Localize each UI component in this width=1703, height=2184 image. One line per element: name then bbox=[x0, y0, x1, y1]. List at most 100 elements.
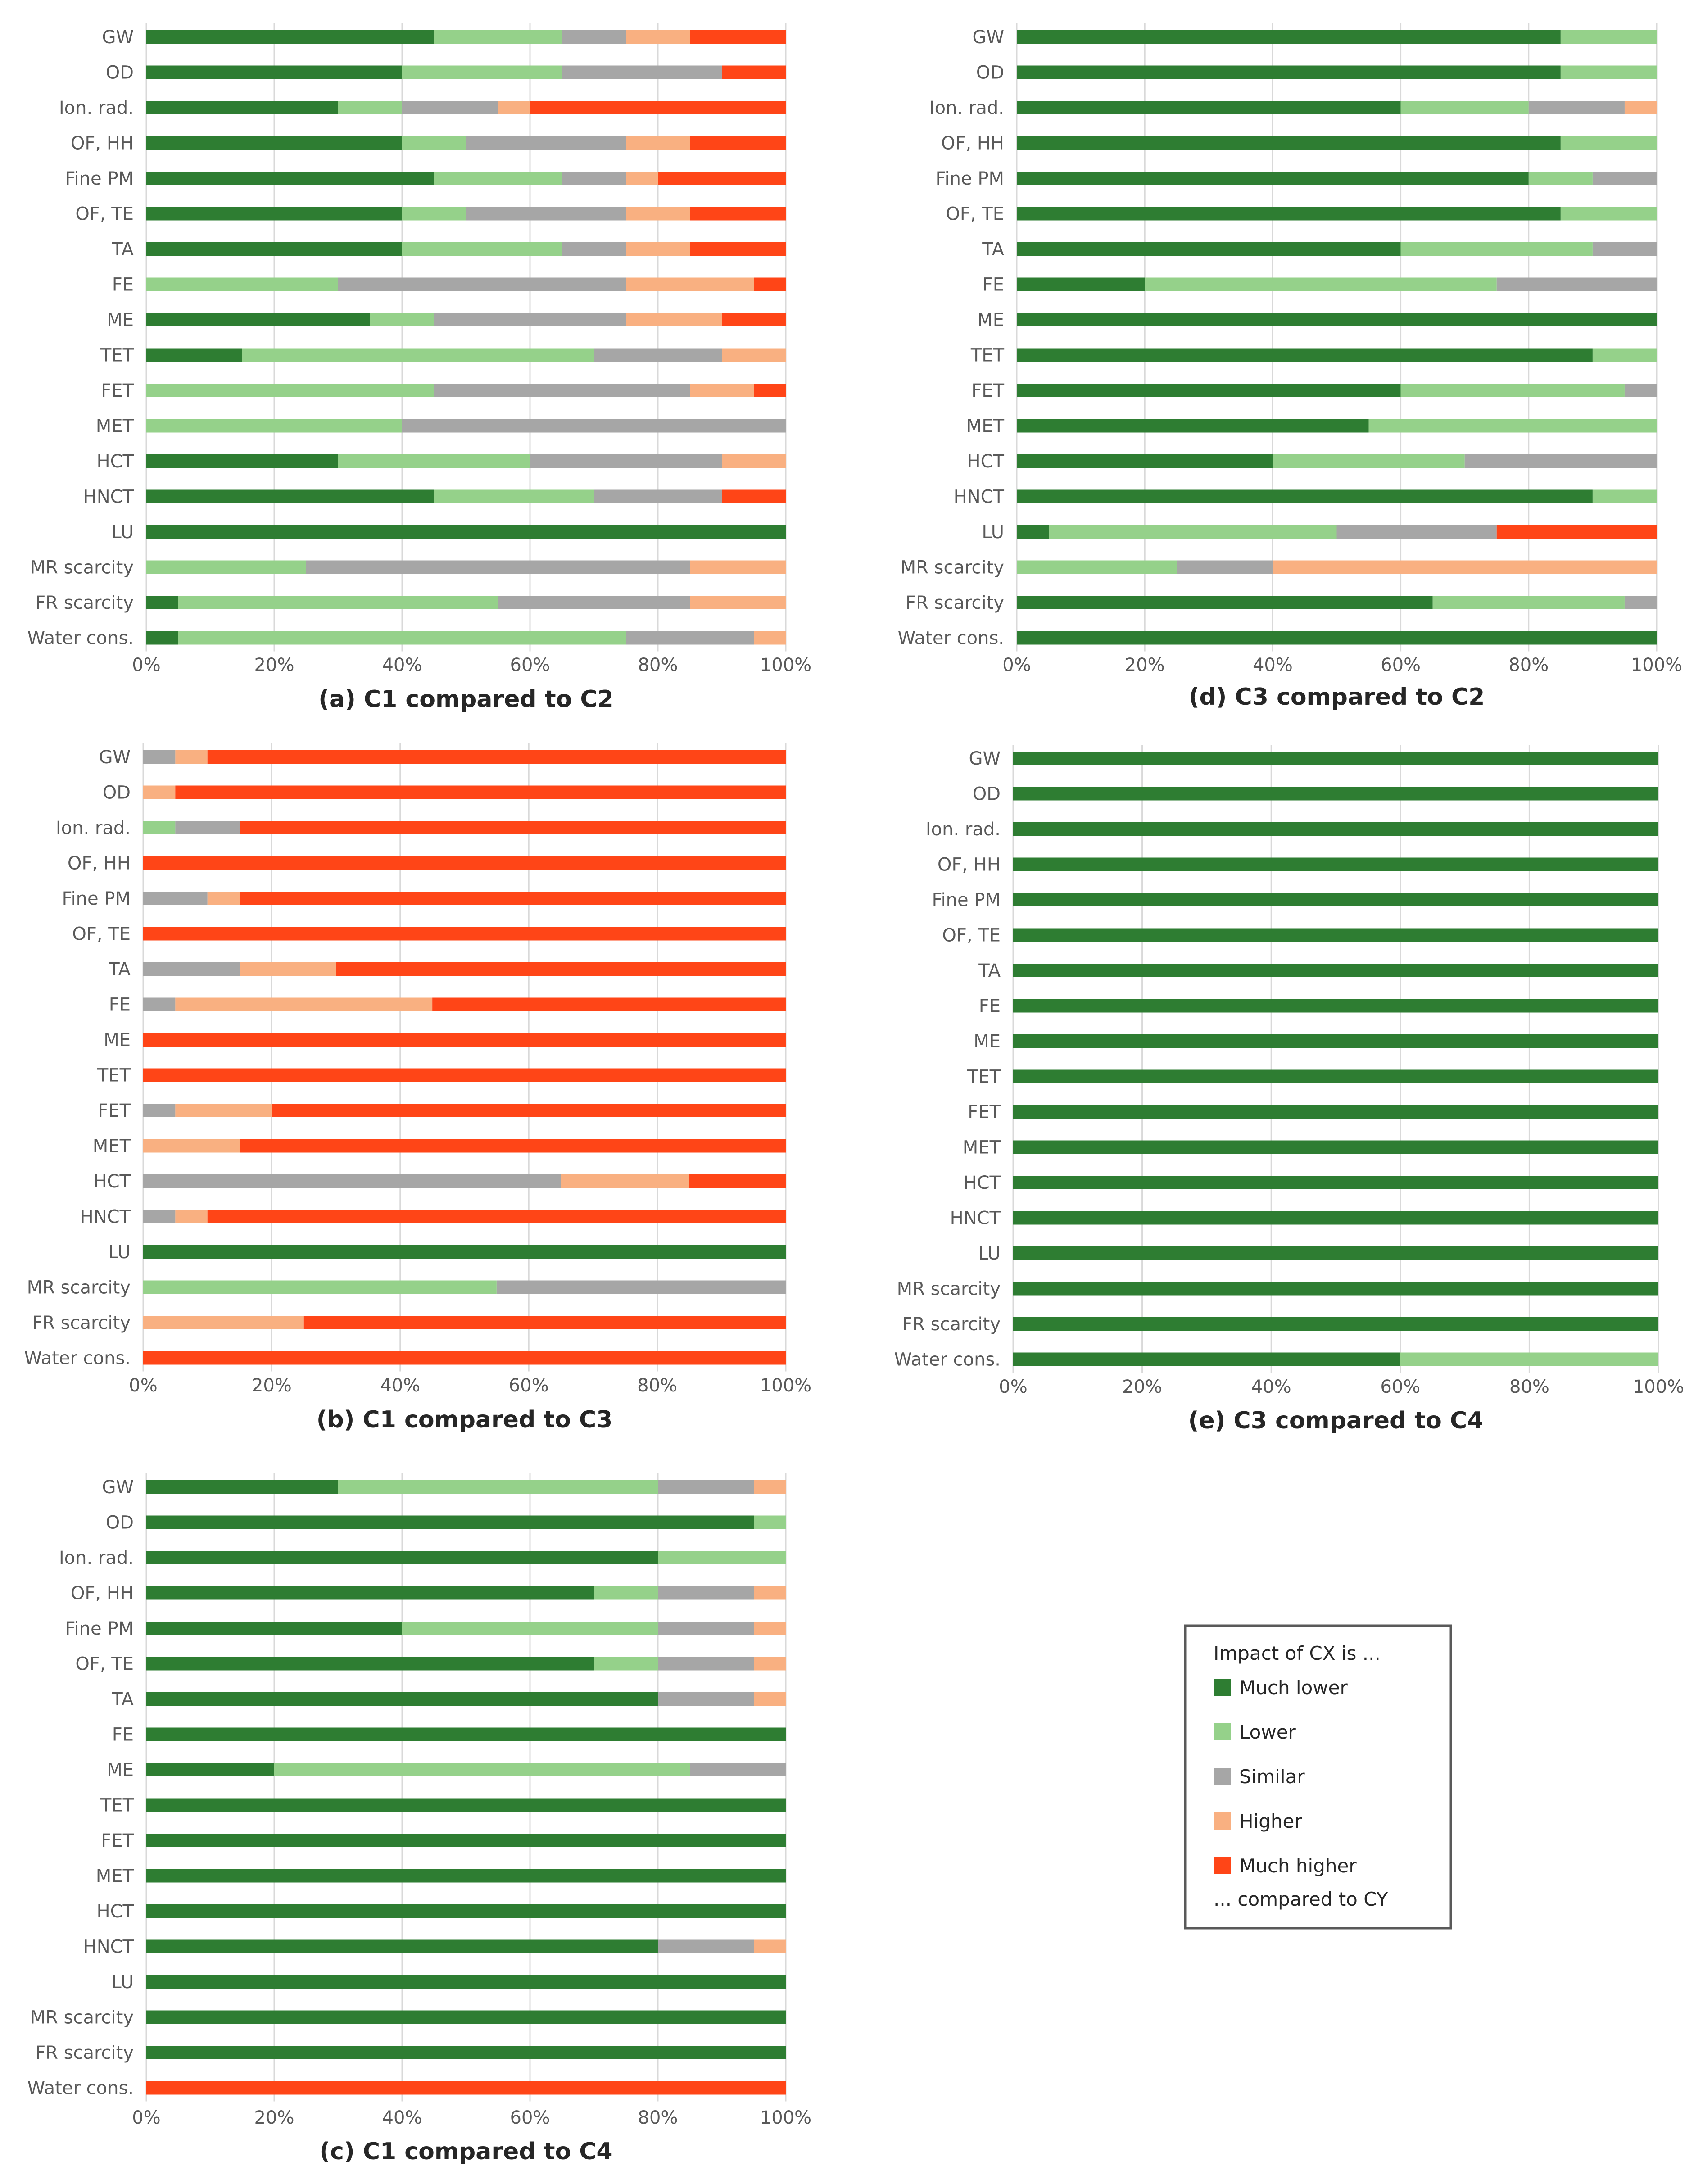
bar-segment-much-higher bbox=[143, 1068, 786, 1082]
bar-segment-similar bbox=[143, 1174, 561, 1188]
x-tick-label: 20% bbox=[254, 655, 294, 675]
category-label: TA bbox=[108, 959, 131, 980]
category-label: OD bbox=[976, 63, 1004, 83]
bar-segment-similar bbox=[466, 207, 626, 221]
category-label: ME bbox=[977, 310, 1004, 331]
bar-segment-much-lower bbox=[1013, 1140, 1658, 1154]
bar-segment-similar bbox=[434, 313, 626, 326]
bar-segment-much-lower bbox=[146, 1904, 786, 1918]
bar-segment-lower bbox=[146, 384, 434, 397]
bar-segment-much-lower bbox=[1017, 65, 1561, 79]
category-label: FR scarcity bbox=[906, 593, 1004, 613]
bar-segment-much-higher bbox=[530, 101, 786, 114]
panel-title: (d) C3 compared to C2 bbox=[1189, 684, 1485, 711]
bar-segment-lower bbox=[1432, 596, 1625, 609]
category-label: GW bbox=[102, 1477, 134, 1498]
bar-segment-lower bbox=[338, 454, 530, 468]
bar-segment-lower bbox=[1592, 348, 1657, 362]
bar-segment-much-higher bbox=[240, 892, 786, 905]
bar-segment-much-lower bbox=[146, 1798, 786, 1812]
bar-segment-much-lower bbox=[1017, 631, 1657, 645]
legend-swatch-much-higher bbox=[1214, 1857, 1231, 1874]
x-tick-label: 100% bbox=[760, 1375, 811, 1396]
bar-segment-similar bbox=[466, 136, 626, 150]
category-label: TET bbox=[967, 1067, 1001, 1087]
bar-segment-lower bbox=[1560, 30, 1657, 44]
bar-segment-lower bbox=[594, 1657, 658, 1671]
bar-segment-much-lower bbox=[1017, 277, 1145, 291]
bar-segment-lower bbox=[242, 348, 594, 362]
category-label: Fine PM bbox=[62, 888, 131, 909]
bar-segment-lower bbox=[1592, 489, 1657, 503]
bar-segment-much-lower bbox=[146, 1586, 594, 1600]
category-label: Water cons. bbox=[894, 1350, 1001, 1370]
bar-segment-much-lower bbox=[146, 489, 434, 503]
bar-segment-much-lower bbox=[1013, 1105, 1658, 1119]
category-label: LU bbox=[978, 1243, 1001, 1264]
bar-segment-much-higher bbox=[658, 172, 786, 185]
bar-segment-similar bbox=[658, 1586, 754, 1600]
category-label: Ion. rad. bbox=[926, 819, 1001, 840]
bar-segment-much-lower bbox=[146, 454, 338, 468]
category-label: MR scarcity bbox=[897, 1279, 1001, 1300]
bar-segment-much-lower bbox=[146, 313, 370, 326]
category-label: ME bbox=[104, 1030, 131, 1051]
bar-segment-similar bbox=[1496, 277, 1657, 291]
bar-segment-higher bbox=[498, 101, 530, 114]
bar-segment-higher bbox=[561, 1174, 689, 1188]
x-tick-label: 0% bbox=[999, 1377, 1027, 1397]
bar-segment-much-lower bbox=[146, 348, 242, 362]
bar-segment-higher bbox=[754, 1586, 786, 1600]
bar-segment-similar bbox=[338, 277, 626, 291]
bar-segment-lower bbox=[146, 277, 338, 291]
bar-segment-lower bbox=[1145, 277, 1497, 291]
bar-segment-much-higher bbox=[143, 1033, 786, 1047]
category-label: MET bbox=[96, 1866, 134, 1887]
category-label: MR scarcity bbox=[901, 557, 1004, 578]
bar-segment-much-higher bbox=[207, 750, 786, 764]
bar-segment-much-lower bbox=[1017, 242, 1401, 256]
bar-segment-higher bbox=[626, 242, 690, 256]
bar-segment-much-lower bbox=[1017, 207, 1561, 221]
bar-segment-higher bbox=[754, 1480, 786, 1494]
bar-segment-much-lower bbox=[1017, 489, 1593, 503]
category-label: TET bbox=[100, 1795, 134, 1816]
bar-segment-much-lower bbox=[146, 172, 434, 185]
category-label: Water cons. bbox=[898, 628, 1004, 649]
bar-segment-much-lower bbox=[1017, 101, 1401, 114]
bar-segment-much-lower bbox=[1017, 384, 1401, 397]
category-label: HCT bbox=[97, 451, 134, 472]
x-tick-label: 100% bbox=[1631, 655, 1682, 675]
legend-label-much-lower: Much lower bbox=[1239, 1677, 1348, 1699]
x-tick-label: 80% bbox=[1509, 1377, 1549, 1397]
bar-segment-much-lower bbox=[1013, 964, 1658, 977]
bar-segment-much-lower bbox=[146, 1622, 402, 1635]
bar-segment-similar bbox=[626, 631, 754, 645]
bar-segment-lower bbox=[1049, 525, 1337, 539]
bar-segment-much-lower bbox=[1013, 787, 1658, 801]
bar-segment-much-lower bbox=[146, 207, 402, 221]
legend-swatch-lower bbox=[1214, 1723, 1231, 1740]
bar-segment-similar bbox=[143, 962, 240, 976]
x-tick-label: 40% bbox=[1251, 1377, 1291, 1397]
bar-segment-higher bbox=[626, 313, 722, 326]
category-label: TET bbox=[100, 345, 134, 366]
x-tick-label: 0% bbox=[1002, 655, 1031, 675]
category-label: HNCT bbox=[954, 487, 1005, 507]
bar-segment-much-lower bbox=[1013, 928, 1658, 942]
x-tick-label: 40% bbox=[380, 1375, 420, 1396]
bar-segment-higher bbox=[754, 631, 786, 645]
bar-segment-lower bbox=[1528, 172, 1593, 185]
chart-panel-a: GW OD Ion. rad. OF, HH Fine PM OF, TE TA FE ME TE… bbox=[27, 23, 811, 713]
x-tick-label: 60% bbox=[1380, 1377, 1420, 1397]
bar-segment-much-lower bbox=[146, 1975, 786, 1989]
bar-segment-much-lower bbox=[146, 2010, 786, 2024]
category-label: ME bbox=[974, 1031, 1001, 1052]
bar-segment-much-higher bbox=[336, 962, 786, 976]
bar-segment-similar bbox=[1592, 172, 1657, 185]
category-label: OD bbox=[106, 63, 134, 83]
legend-label-higher: Higher bbox=[1239, 1810, 1302, 1832]
bar-segment-similar bbox=[530, 454, 722, 468]
bar-segment-much-lower bbox=[1013, 893, 1658, 906]
bar-segment-similar bbox=[658, 1622, 754, 1635]
